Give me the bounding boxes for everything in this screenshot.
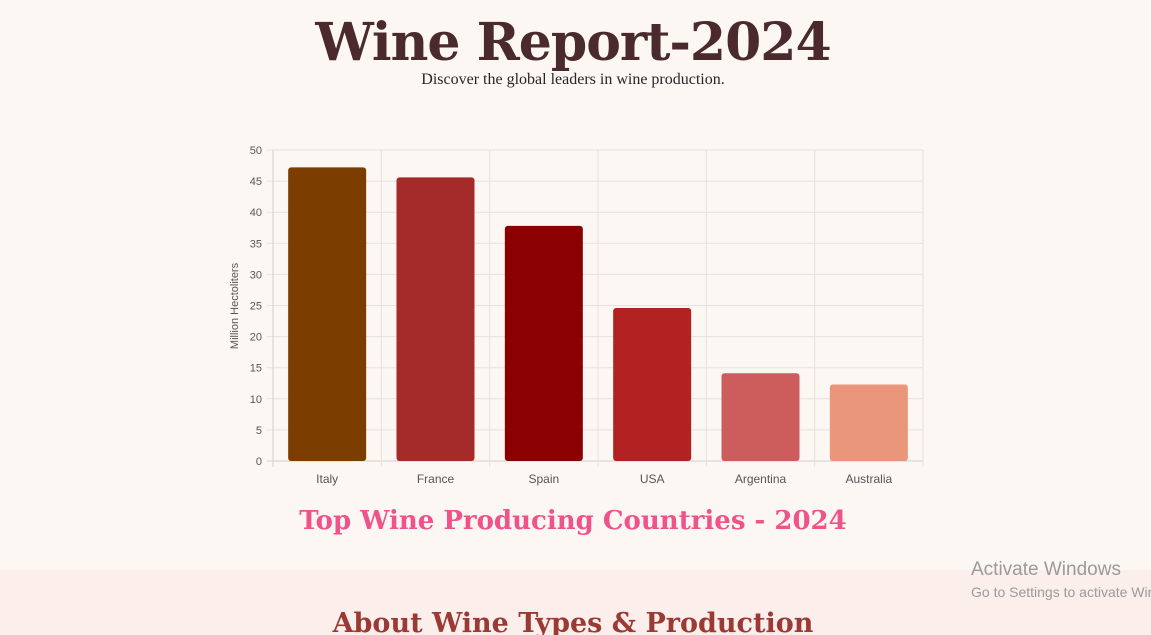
watermark-title: Activate Windows (971, 559, 1121, 580)
x-tick-label: Spain (528, 472, 559, 486)
y-tick-label: 40 (250, 207, 262, 219)
bar-spain[interactable] (504, 225, 583, 461)
chart-title: Top Wine Producing Countries - 2024 (299, 506, 847, 536)
y-tick-label: 35 (250, 238, 262, 250)
bar-usa[interactable] (613, 307, 692, 461)
y-tick-label: 50 (250, 145, 262, 157)
bar-australia[interactable] (829, 384, 908, 461)
y-axis-ticks: 0 5 10 15 20 25 30 35 40 45 50 (250, 145, 262, 468)
page-title: Wine Report-2024 (315, 12, 831, 73)
production-bar-chart: 0 5 10 15 20 25 30 35 40 45 50 Italy France Spain USA… (229, 145, 924, 486)
about-heading: About Wine Types & Production (332, 608, 814, 635)
x-tick-label: France (417, 472, 455, 486)
y-tick-label: 0 (256, 456, 262, 468)
bar-france[interactable] (396, 177, 475, 462)
y-tick-label: 30 (250, 269, 262, 281)
chart-bars (288, 167, 908, 462)
activation-watermark: Activate Windows Go to Settings to activ… (971, 558, 1151, 602)
chart-grid (267, 149, 924, 467)
y-tick-label: 45 (250, 176, 262, 188)
y-tick-label: 10 (250, 394, 262, 406)
x-tick-label: USA (640, 472, 665, 486)
y-tick-label: 15 (250, 363, 262, 375)
y-tick-label: 20 (250, 332, 262, 344)
about-section: About Wine Types & Production (0, 570, 1151, 635)
x-tick-label: Australia (845, 472, 892, 486)
bar-argentina[interactable] (721, 373, 800, 461)
page-subtitle: Discover the global leaders in wine prod… (421, 71, 725, 88)
x-tick-label: Italy (316, 472, 338, 486)
y-tick-label: 25 (250, 301, 262, 313)
bar-italy[interactable] (288, 167, 367, 461)
x-tick-label: Argentina (735, 472, 787, 486)
y-axis-label: Million Hectoliters (229, 262, 241, 349)
y-tick-label: 5 (256, 425, 262, 437)
watermark-subtitle: Go to Settings to activate Windows. (971, 584, 1151, 600)
x-axis-ticks: Italy France Spain USA Argentina Australia (316, 472, 892, 486)
